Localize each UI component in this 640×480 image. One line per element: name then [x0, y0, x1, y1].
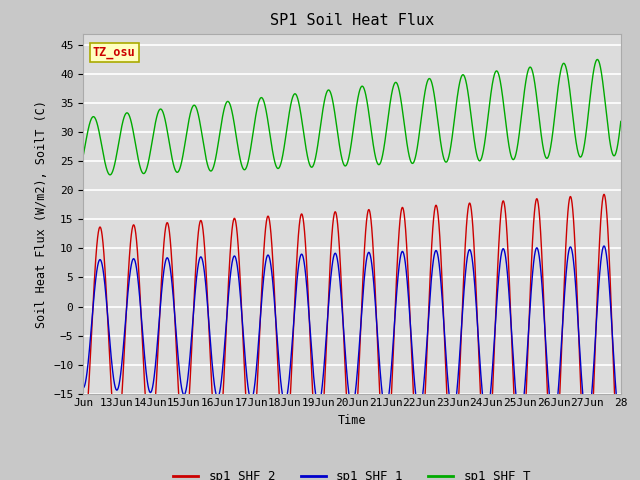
- sp1_SHF_1: [600, 243, 608, 249]
- sp1_SHF_T: [522, 82, 529, 88]
- sp1_SHF_2: [285, 423, 292, 429]
- sp1_SHF_2: [429, 225, 436, 231]
- Line: sp1_SHF_T: sp1_SHF_T: [83, 60, 621, 175]
- Title: SP1 Soil Heat Flux: SP1 Soil Heat Flux: [270, 13, 434, 28]
- sp1_SHF_T: [429, 84, 436, 90]
- sp1_SHF_T: [285, 113, 292, 119]
- sp1_SHF_1: [617, 423, 625, 429]
- sp1_SHF_1: [522, 379, 529, 384]
- Text: TZ_osu: TZ_osu: [93, 46, 136, 59]
- sp1_SHF_1: [481, 407, 488, 413]
- sp1_SHF_2: [522, 412, 529, 418]
- sp1_SHF_1: [429, 262, 436, 267]
- sp1_SHF_1: [177, 380, 185, 386]
- X-axis label: Time: Time: [338, 414, 366, 427]
- sp1_SHF_1: [402, 263, 410, 268]
- sp1_SHF_2: [177, 424, 185, 430]
- Line: sp1_SHF_1: sp1_SHF_1: [83, 246, 621, 426]
- sp1_SHF_T: [79, 153, 87, 159]
- sp1_SHF_2: [600, 192, 608, 197]
- Legend: sp1_SHF_2, sp1_SHF_1, sp1_SHF_T: sp1_SHF_2, sp1_SHF_1, sp1_SHF_T: [168, 465, 536, 480]
- sp1_SHF_2: [79, 434, 87, 440]
- sp1_SHF_2: [402, 227, 410, 233]
- sp1_SHF_T: [481, 142, 488, 147]
- Y-axis label: Soil Heat Flux (W/m2), SoilT (C): Soil Heat Flux (W/m2), SoilT (C): [35, 99, 47, 327]
- sp1_SHF_1: [79, 385, 87, 391]
- sp1_SHF_T: [402, 132, 410, 138]
- sp1_SHF_T: [177, 162, 185, 168]
- sp1_SHF_T: [593, 57, 601, 62]
- sp1_SHF_2: [481, 459, 488, 465]
- sp1_SHF_1: [285, 382, 292, 387]
- sp1_SHF_T: [106, 172, 114, 178]
- sp1_SHF_T: [617, 119, 625, 124]
- Line: sp1_SHF_2: sp1_SHF_2: [83, 194, 621, 480]
